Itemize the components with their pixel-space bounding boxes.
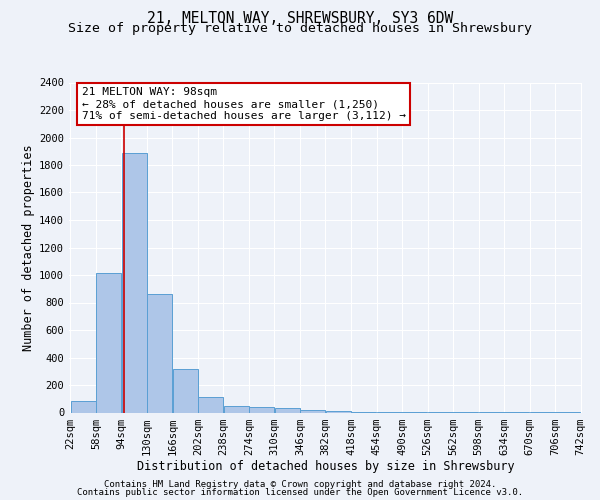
Bar [122, 152, 146, 412]
X-axis label: Distribution of detached houses by size in Shrewsbury: Distribution of detached houses by size … [137, 460, 514, 473]
Text: Size of property relative to detached houses in Shrewsbury: Size of property relative to detached ho… [68, 22, 532, 35]
Bar [224, 406, 248, 412]
Bar [300, 410, 325, 412]
Text: 21 MELTON WAY: 98sqm
← 28% of detached houses are smaller (1,250)
71% of semi-de: 21 MELTON WAY: 98sqm ← 28% of detached h… [82, 88, 406, 120]
Text: Contains HM Land Registry data © Crown copyright and database right 2024.: Contains HM Land Registry data © Crown c… [104, 480, 496, 489]
Bar [275, 408, 300, 412]
Bar [147, 294, 172, 412]
Bar [96, 273, 121, 412]
Bar [71, 401, 95, 412]
Bar [173, 369, 197, 412]
Text: Contains public sector information licensed under the Open Government Licence v3: Contains public sector information licen… [77, 488, 523, 497]
Bar [249, 407, 274, 412]
Bar [326, 411, 351, 412]
Text: 21, MELTON WAY, SHREWSBURY, SY3 6DW: 21, MELTON WAY, SHREWSBURY, SY3 6DW [147, 11, 453, 26]
Bar [198, 396, 223, 412]
Y-axis label: Number of detached properties: Number of detached properties [22, 144, 35, 351]
